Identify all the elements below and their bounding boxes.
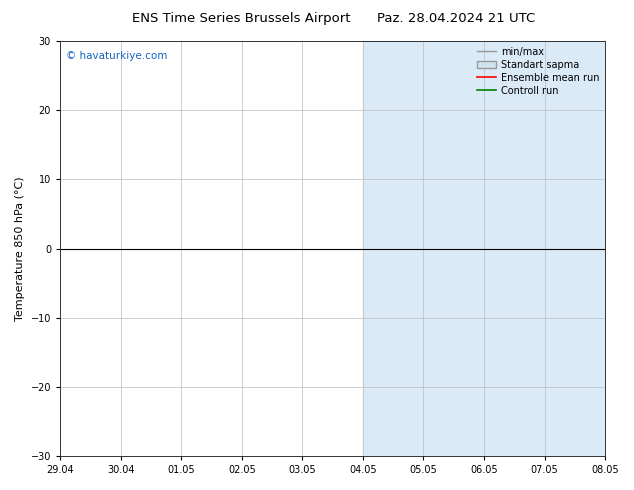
Bar (545, 41, 605, 456)
Bar (484, 41, 545, 456)
Text: © havaturkiye.com: © havaturkiye.com (65, 51, 167, 61)
Y-axis label: Temperature 850 hPa (°C): Temperature 850 hPa (°C) (15, 176, 25, 321)
Text: Paz. 28.04.2024 21 UTC: Paz. 28.04.2024 21 UTC (377, 12, 536, 25)
Text: ENS Time Series Brussels Airport: ENS Time Series Brussels Airport (132, 12, 350, 25)
Bar (424, 41, 484, 456)
Bar (363, 41, 424, 456)
Legend: min/max, Standart sapma, Ensemble mean run, Controll run: min/max, Standart sapma, Ensemble mean r… (473, 43, 603, 99)
